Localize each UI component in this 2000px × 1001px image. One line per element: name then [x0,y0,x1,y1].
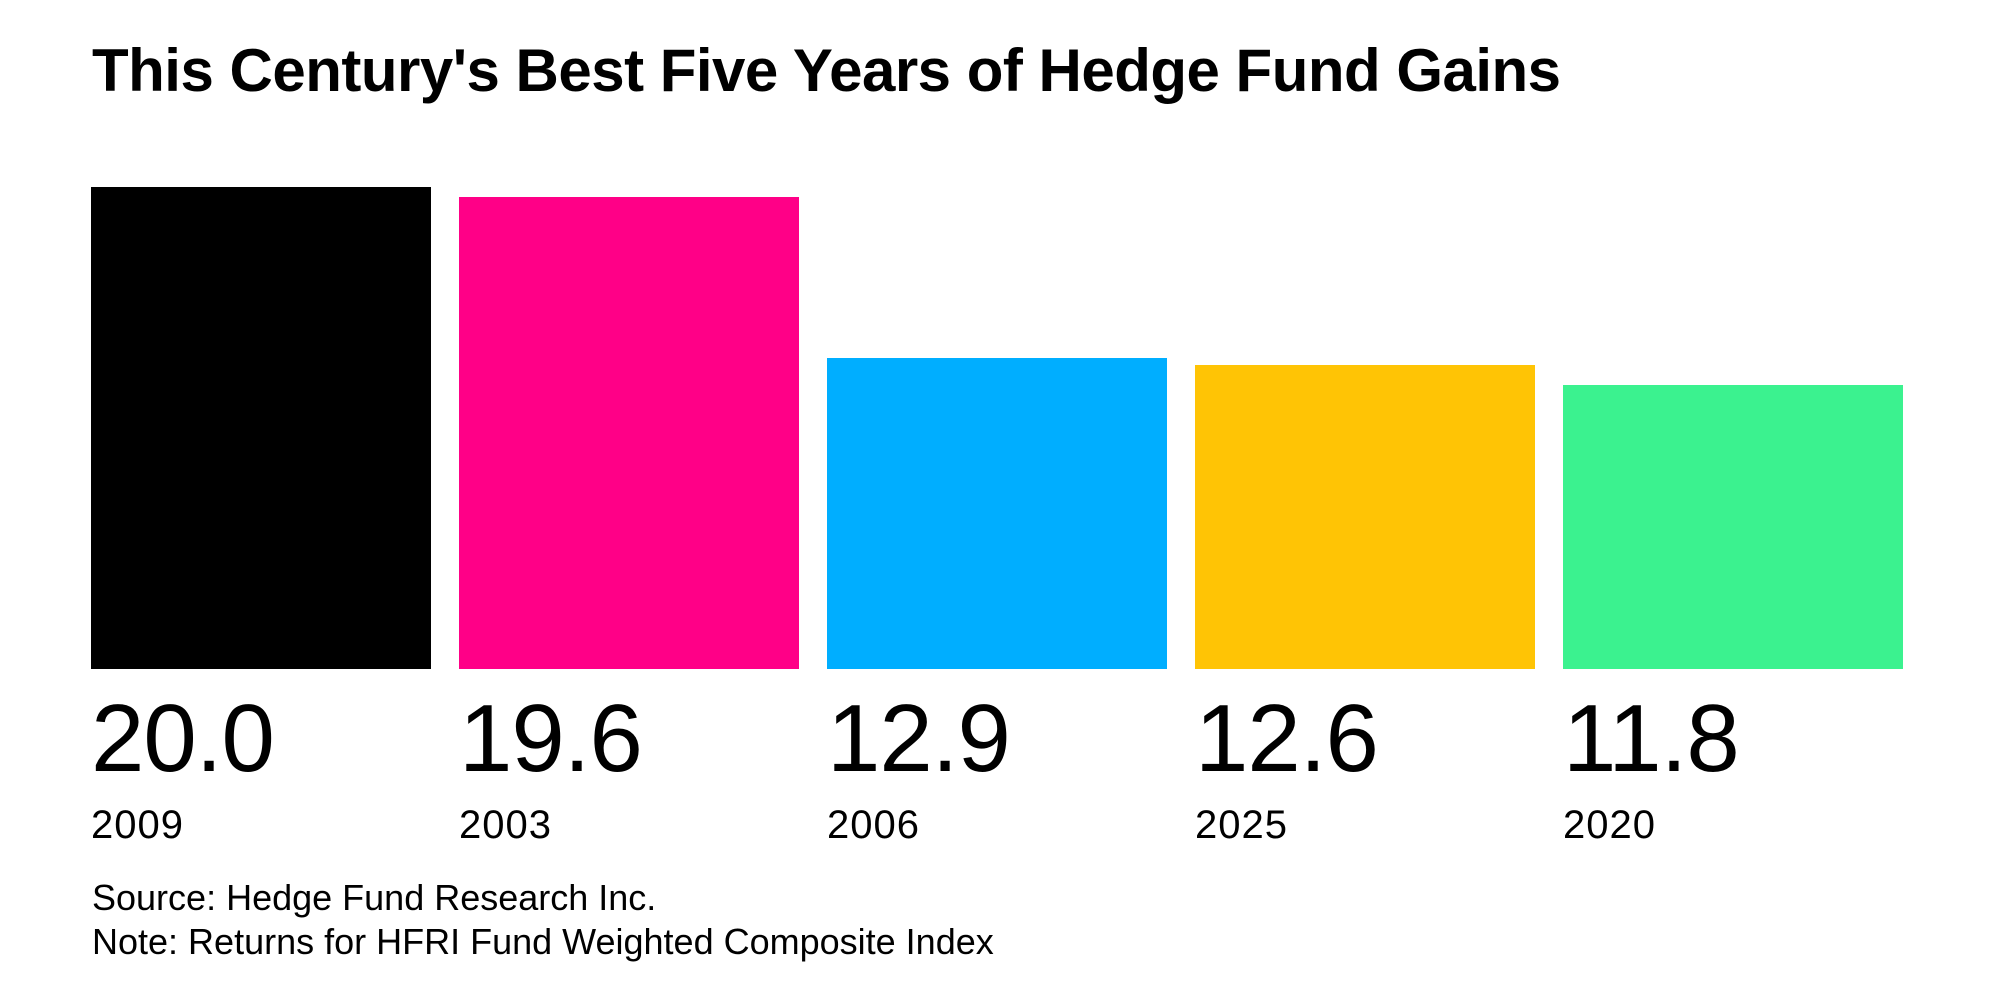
bar-group: 11.8 2020 [1563,187,1903,845]
bar-group: 12.6 2025 [1195,187,1535,845]
bar-year-label: 2006 [827,803,920,847]
bar-value-label: 12.9 [827,685,1011,792]
bar [459,197,799,669]
chart-footer: Source: Hedge Fund Research Inc. Note: R… [92,876,994,964]
bar-value-label: 19.6 [459,685,643,792]
bar [827,358,1167,669]
bar-year-label: 2009 [91,803,184,847]
source-text: Source: Hedge Fund Research Inc. [92,877,657,918]
bar-labels: 12.9 2006 [827,669,1167,847]
bar-labels: 11.8 2020 [1563,669,1903,847]
bar-value-label: 11.8 [1563,685,1740,792]
bar-year-label: 2025 [1195,803,1288,847]
bar [91,187,431,669]
bar-group: 12.9 2006 [827,187,1167,845]
bar-labels: 19.6 2003 [459,669,799,847]
bar-group: 20.0 2009 [91,187,431,845]
bar-labels: 20.0 2009 [91,669,431,847]
bar-labels: 12.6 2025 [1195,669,1535,847]
bar-group: 19.6 2003 [459,187,799,845]
note-text: Note: Returns for HFRI Fund Weighted Com… [92,921,994,962]
bar [1195,365,1535,669]
bar [1563,385,1903,669]
bar-year-label: 2020 [1563,803,1656,847]
bar-year-label: 2003 [459,803,552,847]
bar-value-label: 12.6 [1195,685,1379,792]
bars-row: 20.0 2009 19.6 2003 12.9 2006 12.6 2025 11.8 2020 [91,187,1903,845]
chart-title: This Century's Best Five Years of Hedge … [92,37,1561,104]
bar-value-label: 20.0 [91,685,275,792]
